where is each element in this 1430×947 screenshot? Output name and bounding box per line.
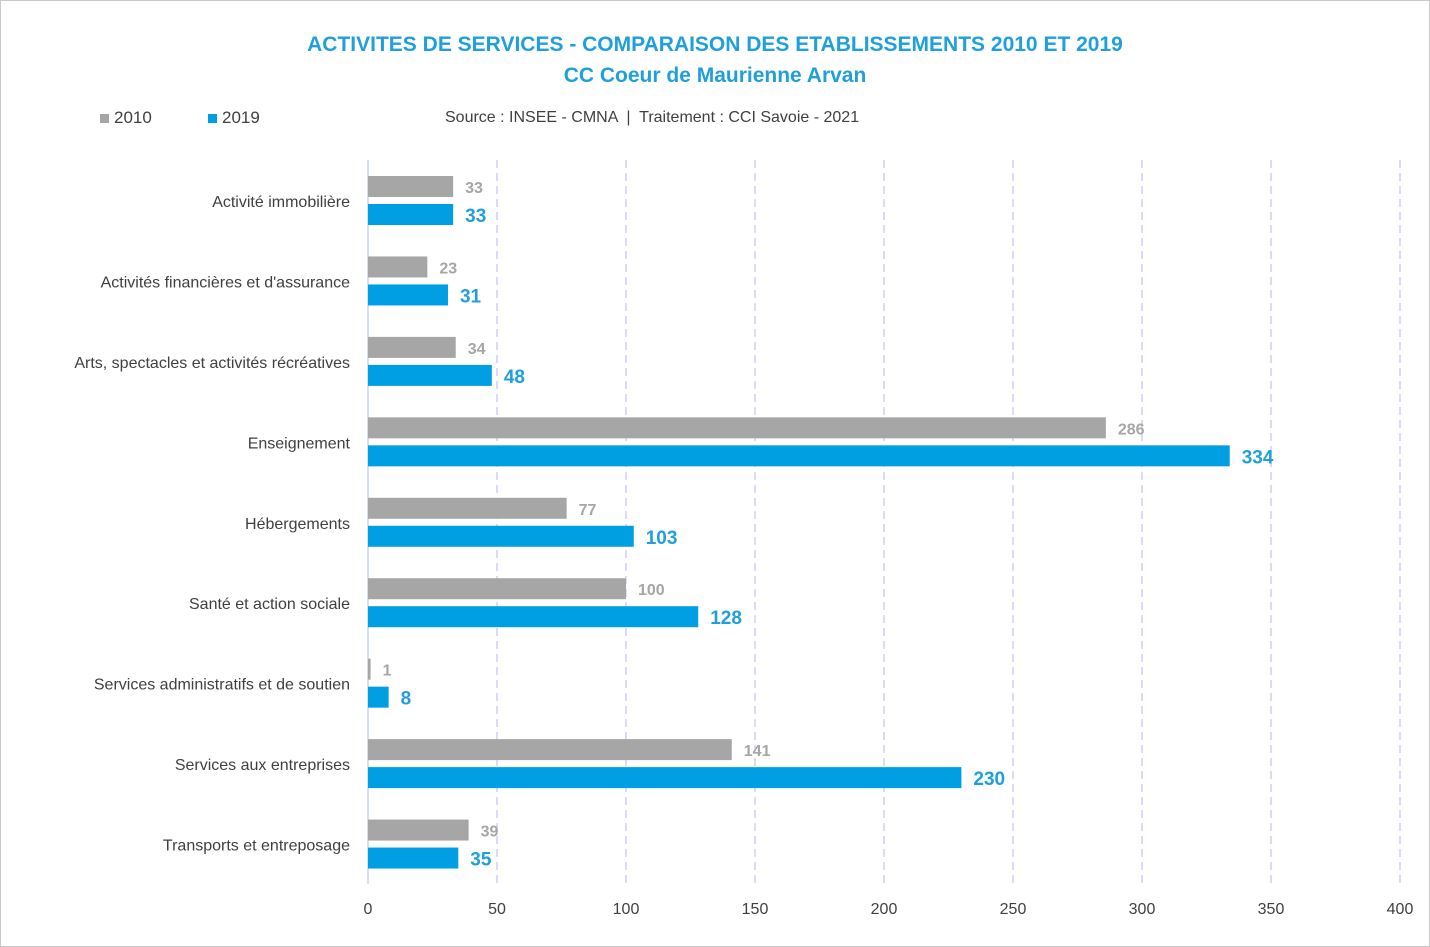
legend-swatch-2010: [100, 113, 109, 123]
bar-2010: [368, 819, 469, 841]
data-label-2010: 77: [579, 502, 597, 519]
legend-item-2019: 2019: [208, 108, 260, 128]
x-tick-label-350: 350: [1258, 901, 1285, 918]
x-tick-label-150: 150: [742, 901, 769, 918]
source-note: Source : INSEE - CMNA | Traitement : CCI…: [445, 109, 860, 126]
category-label: Services administratifs et de soutien: [94, 677, 350, 694]
category-label: Activités financières et d'assurance: [101, 274, 351, 291]
data-label-2019: 128: [710, 608, 742, 629]
x-tick-label-300: 300: [1129, 901, 1156, 918]
data-label-2010: 141: [744, 743, 771, 760]
data-label-2010: 33: [465, 180, 483, 197]
data-label-2019: 334: [1242, 447, 1274, 468]
data-label-2019: 35: [470, 850, 492, 871]
data-label-2019: 33: [465, 206, 486, 227]
data-label-2019: 230: [973, 769, 1005, 790]
legend-label-2019: 2019: [222, 108, 260, 127]
bar-2010: [368, 336, 456, 358]
bar-2019: [368, 767, 962, 789]
bar-2010: [368, 578, 626, 600]
data-label-2019: 31: [460, 286, 482, 307]
bar-2010: [368, 256, 428, 278]
data-label-2010: 100: [638, 582, 665, 599]
legend-item-2010: 2010: [100, 108, 152, 128]
data-label-2010: 1: [383, 663, 392, 680]
bar-2010: [368, 417, 1106, 439]
bar-2010: [368, 658, 371, 680]
bar-2010: [368, 176, 454, 197]
data-label-2019: 48: [504, 367, 525, 388]
bar-2019: [368, 686, 389, 708]
data-label-2010: 34: [468, 341, 486, 358]
legend-label-2010: 2010: [114, 108, 152, 127]
chart-subtitle: CC Coeur de Maurienne Arvan: [563, 64, 867, 87]
x-tick-label-0: 0: [364, 901, 373, 918]
bar-2010: [368, 497, 567, 519]
category-label: Arts, spectacles et activités récréative…: [74, 355, 350, 372]
category-label: Enseignement: [248, 435, 351, 452]
bar-2019: [368, 364, 492, 386]
category-label: Transports et entreposage: [163, 838, 350, 855]
legend-swatch-2019: [208, 113, 217, 123]
category-label: Hébergements: [245, 516, 350, 533]
x-tick-label-200: 200: [871, 901, 898, 918]
data-label-2010: 39: [481, 824, 499, 841]
x-tick-label-250: 250: [1000, 901, 1027, 918]
bar-2019: [368, 525, 634, 547]
bar-2019: [368, 284, 448, 306]
category-label: Santé et action sociale: [189, 596, 350, 613]
category-label: Services aux entreprises: [175, 757, 350, 774]
bar-2019: [368, 204, 454, 225]
x-tick-label-50: 50: [488, 901, 506, 918]
bar-2019: [368, 606, 699, 628]
x-tick-label-100: 100: [613, 901, 640, 918]
category-label: Activité immobilière: [212, 194, 350, 211]
data-label-2019: 8: [401, 689, 412, 710]
chart-title: ACTIVITES DE SERVICES - COMPARAISON DES …: [307, 33, 1123, 56]
data-label-2019: 103: [646, 528, 678, 549]
bar-2019: [368, 445, 1230, 467]
bar-2019: [368, 847, 459, 869]
x-tick-label-400: 400: [1387, 901, 1414, 918]
data-label-2010: 23: [439, 260, 457, 277]
data-label-2010: 286: [1118, 421, 1145, 438]
bar-2010: [368, 739, 732, 761]
